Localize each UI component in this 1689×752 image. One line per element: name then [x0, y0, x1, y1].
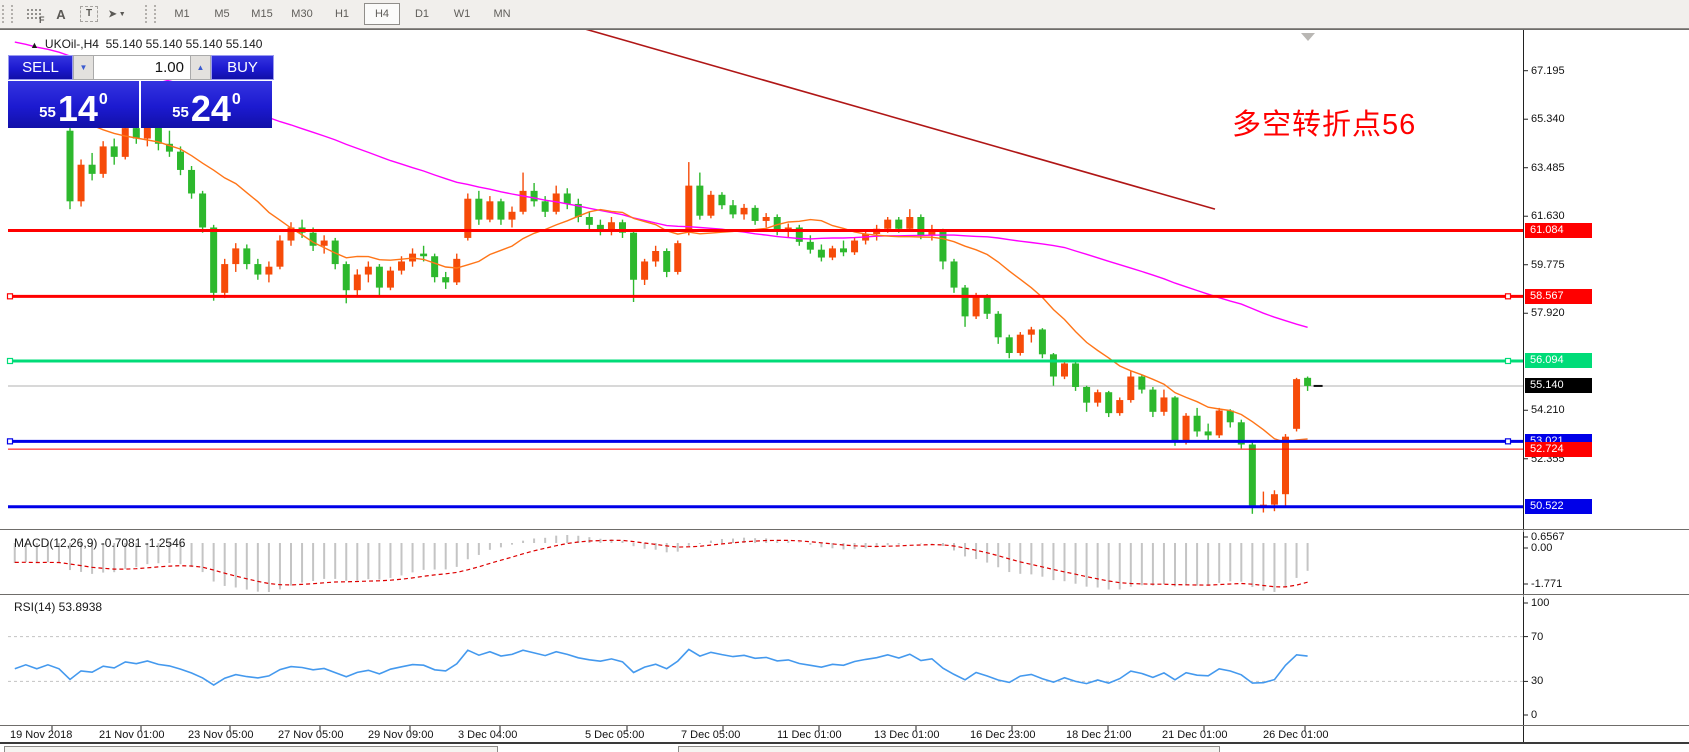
- indicator-grid-icon[interactable]: F: [20, 3, 46, 25]
- macd-scale-label: 0.6567: [1531, 531, 1565, 543]
- price-tick-label: 54.210: [1531, 404, 1565, 417]
- chart-shift-marker-icon[interactable]: [1301, 33, 1315, 41]
- chart-window: ▲ UKOil-,H4 55.140 55.140 55.140 55.140 S…: [0, 29, 1689, 752]
- time-axis-label: 16 Dec 23:00: [970, 729, 1036, 741]
- grid-dots-glyph: F: [25, 7, 45, 25]
- sell-price-quote[interactable]: 55 14 0: [8, 81, 139, 128]
- timeframe-button-group: M1 M5 M15 M30 H1 H4 D1 W1 MN: [162, 3, 522, 25]
- timeframe-button-m1[interactable]: M1: [174, 8, 190, 20]
- timeframe-button-w1[interactable]: W1: [453, 8, 471, 20]
- buy-price-quote[interactable]: 55 24 0: [141, 81, 272, 128]
- timeframe-button-d1[interactable]: D1: [414, 8, 430, 20]
- text-box-icon[interactable]: T: [76, 3, 102, 25]
- price-level-badge: 56.094: [1525, 353, 1592, 369]
- rsi-scale-label: 100: [1531, 597, 1550, 609]
- price-level-badge: 50.522: [1525, 499, 1592, 515]
- time-axis-label: 19 Nov 2018: [10, 729, 73, 741]
- one-click-trade-panel: SELL ▼ ▲ BUY 55 14 0 55 24 0: [8, 55, 274, 128]
- time-axis-label: 23 Nov 05:00: [188, 729, 254, 741]
- time-axis-label: 27 Nov 05:00: [278, 729, 344, 741]
- price-tick-label: 65.340: [1531, 113, 1565, 126]
- volume-decrease-button[interactable]: ▼: [72, 55, 94, 80]
- volume-input[interactable]: [93, 55, 190, 80]
- time-axis-label: 21 Nov 01:00: [99, 729, 165, 741]
- toolbar: F A T ➤ ▼ M1 M5 M15 M30 H1 H4 D1 W1 MN: [0, 0, 1689, 29]
- timeframe-button-m5[interactable]: M5: [214, 8, 230, 20]
- toolbar-grip[interactable]: [145, 5, 156, 23]
- rsi-scale-label: 30: [1531, 675, 1544, 688]
- time-axis-label: 13 Dec 01:00: [874, 729, 940, 741]
- timeframe-button-m15[interactable]: M15: [251, 8, 273, 20]
- collapse-triangle-icon[interactable]: ▲: [30, 40, 39, 50]
- time-axis-label: 11 Dec 01:00: [777, 729, 842, 741]
- current-price-badge: 55.140: [1525, 378, 1592, 394]
- time-axis-label: 5 Dec 05:00: [585, 729, 645, 741]
- bottom-tab-fragment[interactable]: [4, 746, 498, 752]
- macd-scale-label: -1.771: [1531, 578, 1563, 590]
- time-axis-label: 29 Nov 09:00: [368, 729, 434, 741]
- price-level-badge: 61.084: [1525, 223, 1592, 238]
- sell-button[interactable]: SELL: [8, 55, 73, 80]
- price-tick-label: 59.775: [1531, 258, 1565, 271]
- macd-indicator-label: MACD(12,26,9) -0.7081 -1.2546: [14, 536, 186, 550]
- toolbar-grip[interactable]: [2, 5, 13, 23]
- timeframe-button-h4[interactable]: H4: [364, 3, 400, 25]
- price-tick-label: 57.920: [1531, 307, 1565, 320]
- price-tick-label: 67.195: [1531, 64, 1565, 77]
- timeframe-button-m30[interactable]: M30: [291, 8, 313, 20]
- chart-annotation-text[interactable]: 多空转折点56: [1232, 109, 1417, 141]
- time-axis-label: 26 Dec 01:00: [1263, 729, 1329, 741]
- price-level-badge: 58.567: [1525, 288, 1592, 304]
- chevron-down-icon[interactable]: ▼: [118, 10, 126, 18]
- bottom-tab-fragment[interactable]: [678, 746, 1220, 752]
- symbol-ohlc-values: 55.140 55.140 55.140 55.140: [105, 37, 263, 51]
- time-axis-label: 18 Dec 21:00: [1066, 729, 1132, 741]
- symbol-title: ▲ UKOil-,H4 55.140 55.140 55.140 55.140: [30, 37, 262, 51]
- price-tick-label: 61.630: [1531, 210, 1565, 223]
- buy-button[interactable]: BUY: [211, 55, 274, 80]
- rsi-scale-label: 70: [1531, 630, 1544, 643]
- time-axis-label: 21 Dec 01:00: [1162, 729, 1228, 741]
- timeframe-button-h1[interactable]: H1: [334, 8, 350, 20]
- time-axis-label: 3 Dec 04:00: [458, 729, 518, 741]
- text-label-icon[interactable]: A: [56, 6, 66, 22]
- rsi-indicator-label: RSI(14) 53.8938: [14, 600, 103, 614]
- timeframe-button-mn[interactable]: MN: [493, 8, 511, 20]
- rsi-scale-label: 0: [1531, 709, 1538, 721]
- draw-shapes-icon[interactable]: ➤ ▼: [108, 8, 126, 20]
- volume-increase-button[interactable]: ▲: [189, 55, 212, 80]
- chart-canvas[interactable]: [0, 29, 1689, 752]
- price-tick-label: 63.485: [1531, 161, 1565, 174]
- price-level-badge: 52.724: [1525, 441, 1592, 457]
- time-axis-label: 7 Dec 05:00: [681, 729, 741, 741]
- macd-scale-label: 0.00: [1531, 542, 1553, 554]
- symbol-name: UKOil-,H4: [44, 37, 99, 51]
